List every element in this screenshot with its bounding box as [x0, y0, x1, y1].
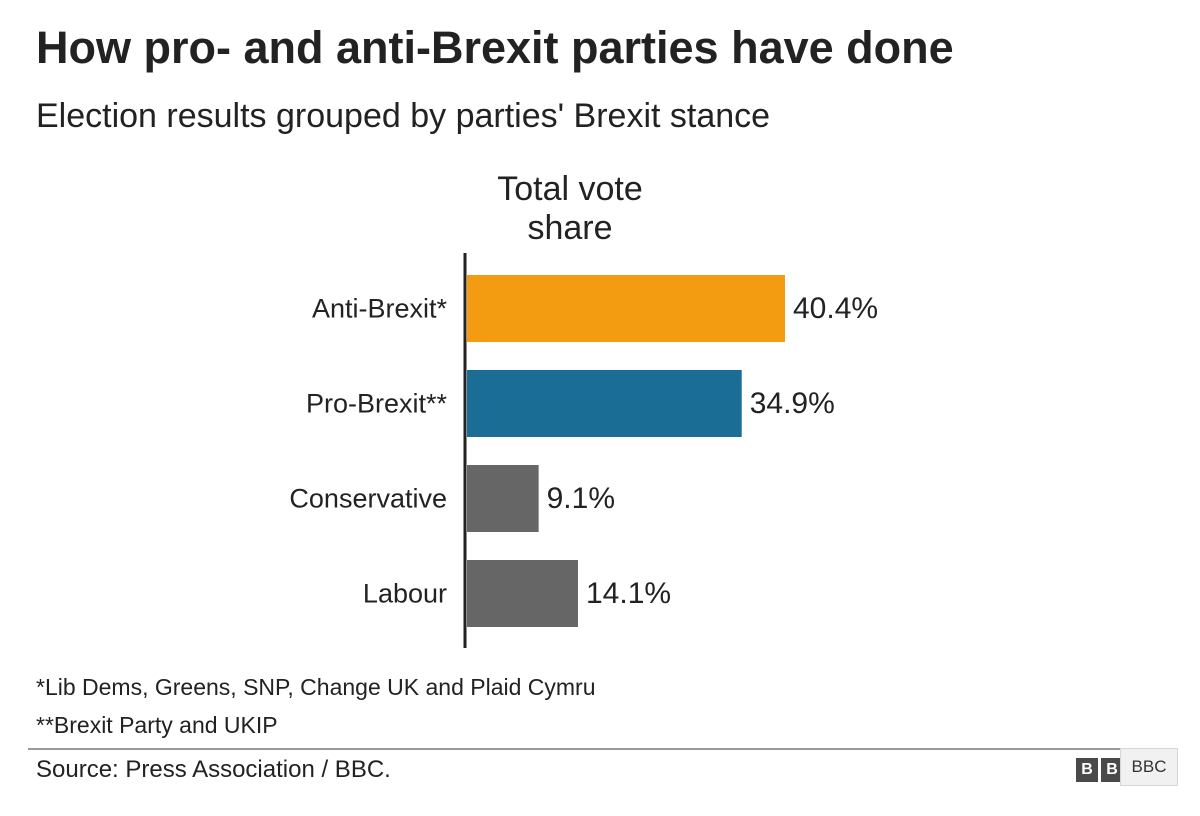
bar-1 — [467, 370, 742, 437]
category-label-3: Labour — [363, 579, 447, 609]
value-label-2: 9.1% — [547, 482, 615, 515]
bar-0 — [467, 275, 785, 342]
bbc-logo-badge: BBC — [1120, 748, 1178, 786]
category-label-0: Anti-Brexit* — [312, 294, 448, 324]
chart-subtitle: Election results grouped by parties' Bre… — [36, 97, 771, 135]
logo-letter-b2: B — [1101, 758, 1123, 782]
footnote-pro-brexit: **Brexit Party and UKIP — [36, 712, 278, 738]
value-label-1: 34.9% — [750, 387, 835, 420]
bar-3 — [467, 560, 578, 627]
category-label-1: Pro-Brexit** — [306, 389, 448, 419]
category-label-2: Conservative — [289, 484, 447, 514]
footnote-anti-brexit: *Lib Dems, Greens, SNP, Change UK and Pl… — [36, 674, 596, 700]
footer-divider — [28, 748, 1120, 750]
value-label-0: 40.4% — [793, 292, 878, 325]
logo-letter-b1: B — [1076, 758, 1098, 782]
series-title: Total vote share — [497, 170, 643, 247]
bar-2 — [467, 465, 539, 532]
source-note: Source: Press Association / BBC. — [36, 756, 391, 783]
value-label-3: 14.1% — [586, 577, 671, 610]
bar-chart: Anti-Brexit* 40.4% Pro-Brexit** 34.9% Conser… — [289, 253, 878, 648]
chart-title: How pro- and anti-Brexit parties have do… — [36, 22, 954, 73]
